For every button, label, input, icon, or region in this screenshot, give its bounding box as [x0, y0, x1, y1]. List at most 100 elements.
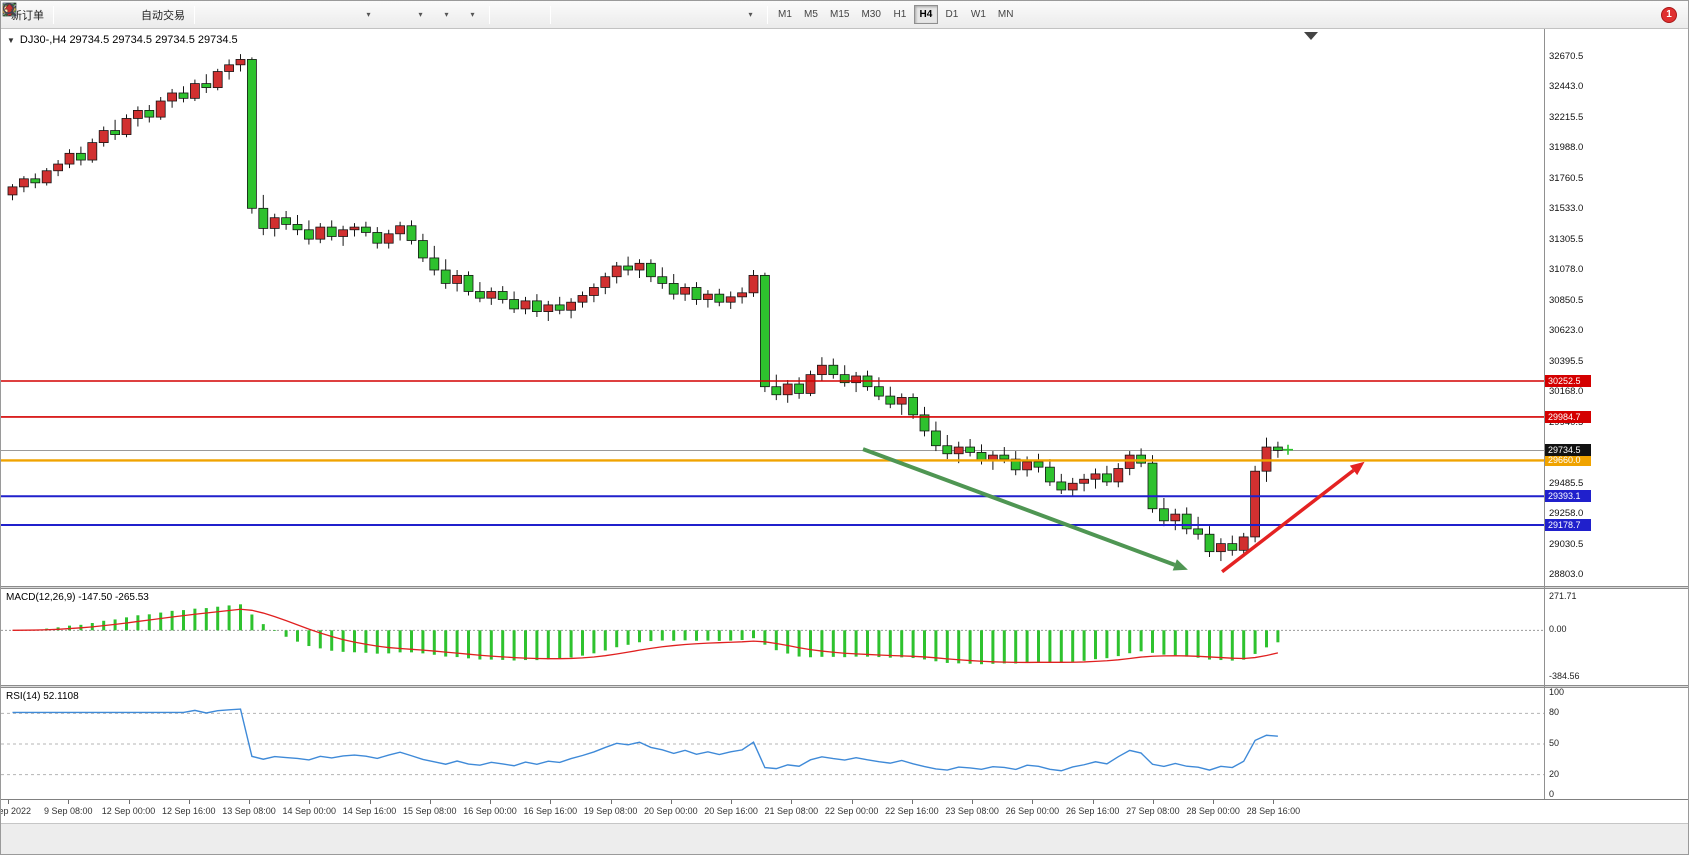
- candle[interactable]: [486, 291, 497, 299]
- chart-profile-button[interactable]: ▾: [2, 3, 380, 26]
- candle[interactable]: [395, 225, 406, 235]
- panel-splitter[interactable]: [1, 586, 1688, 589]
- timeframe-button-m30[interactable]: M30: [861, 9, 881, 20]
- candle[interactable]: [532, 300, 542, 312]
- candle[interactable]: [1136, 454, 1146, 464]
- ohlc-toggle-icon[interactable]: ▼: [7, 35, 15, 45]
- candle[interactable]: [258, 207, 269, 229]
- candle[interactable]: [794, 383, 804, 394]
- candle[interactable]: [1204, 533, 1215, 553]
- timeframe-button-m15[interactable]: M15: [830, 9, 850, 20]
- candle[interactable]: [326, 226, 337, 237]
- candle[interactable]: [235, 59, 246, 66]
- candle[interactable]: [623, 265, 633, 271]
- candle[interactable]: [1193, 528, 1203, 535]
- candle[interactable]: [839, 374, 850, 384]
- timeframe-button-d1[interactable]: D1: [945, 9, 959, 20]
- price-chart-surface[interactable]: [1, 29, 1544, 586]
- candle[interactable]: [1124, 454, 1135, 469]
- candle[interactable]: [771, 386, 782, 396]
- candle[interactable]: [748, 274, 759, 294]
- candle[interactable]: [1079, 478, 1089, 484]
- chart-shift-marker[interactable]: [1304, 32, 1318, 40]
- candle[interactable]: [178, 92, 189, 99]
- bar-chart-button[interactable]: [3, 4, 224, 26]
- candle[interactable]: [1227, 543, 1238, 551]
- candle[interactable]: [1216, 543, 1226, 553]
- text-button[interactable]: A: [5, 3, 710, 26]
- search-button[interactable]: [2, 2, 1654, 26]
- timeframe-button-m1[interactable]: M1: [778, 9, 792, 20]
- candle[interactable]: [646, 262, 656, 278]
- candle[interactable]: [1102, 473, 1112, 483]
- candle[interactable]: [474, 291, 485, 299]
- candle[interactable]: [281, 217, 292, 225]
- vertical-line-button[interactable]: [8, 3, 580, 26]
- candle[interactable]: [965, 446, 975, 453]
- candle[interactable]: [87, 142, 98, 161]
- candle[interactable]: [874, 386, 884, 397]
- candle[interactable]: [554, 304, 565, 311]
- candle[interactable]: [931, 430, 941, 447]
- candle[interactable]: [417, 240, 428, 259]
- candle[interactable]: [155, 100, 166, 118]
- notification-badge[interactable]: 1: [1661, 6, 1677, 23]
- trendline-button[interactable]: [2, 2, 632, 26]
- candle[interactable]: [600, 276, 611, 288]
- candle[interactable]: [851, 375, 861, 384]
- timeframe-button-h1[interactable]: H1: [893, 9, 907, 20]
- chart-window-button[interactable]: [2, 3, 83, 26]
- candle[interactable]: [440, 269, 451, 284]
- chart-shift-button[interactable]: [2, 3, 406, 26]
- indicators-button[interactable]: ▾: [4, 4, 432, 26]
- candle[interactable]: [360, 226, 371, 233]
- macd-panel[interactable]: MACD(12,26,9) -147.50 -265.53: [1, 589, 1688, 685]
- candle[interactable]: [1170, 513, 1181, 522]
- candle[interactable]: [338, 229, 349, 237]
- candle[interactable]: [1147, 462, 1158, 510]
- fibonacci-button[interactable]: [2, 4, 684, 26]
- candle[interactable]: [349, 226, 360, 231]
- candle[interactable]: [64, 152, 75, 165]
- candle[interactable]: [497, 291, 508, 300]
- main-chart-panel[interactable]: ▼ DJ30-,H4 29734.5 29734.5 29734.5 29734…: [1, 29, 1688, 586]
- candle[interactable]: [1113, 468, 1124, 483]
- candle[interactable]: [999, 454, 1010, 460]
- candle[interactable]: [634, 262, 645, 271]
- horizontal-line-button[interactable]: [3, 4, 606, 26]
- candle[interactable]: [1090, 473, 1101, 480]
- candle[interactable]: [657, 276, 668, 284]
- signal-button[interactable]: [4, 3, 135, 26]
- candle[interactable]: [680, 287, 690, 295]
- candle[interactable]: [577, 295, 588, 303]
- candle[interactable]: [828, 364, 839, 376]
- candle[interactable]: [30, 178, 41, 184]
- rsi-surface[interactable]: [1, 688, 1544, 799]
- crosshair-button[interactable]: [3, 3, 545, 26]
- candle[interactable]: [953, 446, 964, 455]
- timeframe-button-w1[interactable]: W1: [970, 9, 986, 20]
- candle[interactable]: [452, 274, 463, 284]
- candle[interactable]: [18, 178, 29, 188]
- candle[interactable]: [7, 186, 18, 196]
- cursor-button[interactable]: [6, 3, 519, 26]
- candle[interactable]: [315, 226, 326, 240]
- candle[interactable]: [41, 170, 52, 184]
- candle[interactable]: [896, 397, 907, 405]
- tile-windows-button[interactable]: [2, 2, 354, 26]
- candle[interactable]: [1238, 536, 1249, 551]
- label-button[interactable]: [2, 4, 736, 26]
- candle[interactable]: [1250, 470, 1260, 538]
- candle[interactable]: [919, 414, 930, 432]
- candle[interactable]: [714, 293, 725, 303]
- candle[interactable]: [201, 83, 212, 89]
- macd-surface[interactable]: [1, 589, 1544, 685]
- candle[interactable]: [908, 397, 918, 416]
- candle[interactable]: [691, 287, 702, 300]
- candle[interactable]: [520, 300, 531, 310]
- candle[interactable]: [303, 229, 314, 240]
- candle[interactable]: [429, 257, 440, 271]
- line-chart-button[interactable]: [2, 3, 276, 26]
- candle[interactable]: [1273, 446, 1283, 451]
- panel-splitter[interactable]: [1, 685, 1688, 688]
